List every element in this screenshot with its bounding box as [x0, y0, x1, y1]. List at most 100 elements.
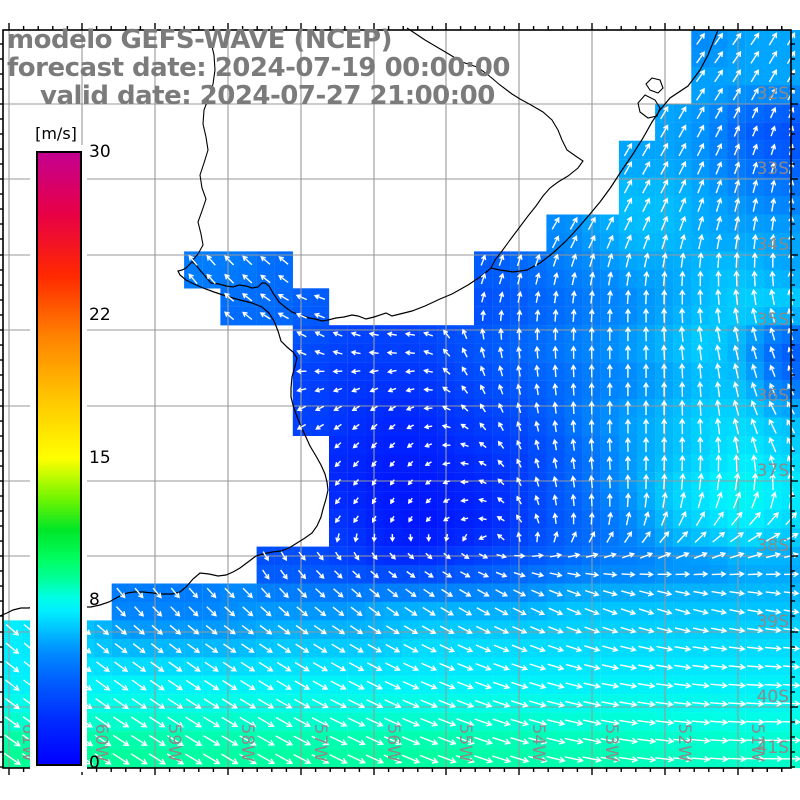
wind-arrow [768, 32, 778, 46]
wind-arrow [534, 494, 540, 506]
wind-arrow [478, 535, 487, 541]
wind-arrow [334, 515, 341, 524]
wind-arrow [529, 700, 547, 708]
wind-arrow [606, 382, 613, 396]
wind-arrow [750, 68, 759, 83]
wind-arrow [711, 551, 727, 559]
wind-arrow [437, 754, 457, 764]
wind-arrow [607, 289, 614, 304]
wind-arrow [733, 161, 741, 175]
wind-arrow [623, 142, 633, 157]
latitude-label: 39S [757, 612, 789, 632]
wind-arrow [456, 736, 475, 746]
wind-arrow [732, 50, 742, 64]
wind-arrow [732, 32, 742, 46]
wind-arrow [588, 345, 595, 360]
wind-arrow [553, 531, 559, 543]
wind-arrow [747, 571, 764, 578]
wind-arrow [564, 737, 584, 745]
wind-arrow [621, 590, 636, 597]
wind-arrow [734, 215, 741, 231]
wind-arrow [715, 143, 723, 156]
wind-arrow [606, 418, 613, 434]
wind-arrow [474, 755, 494, 764]
wind-arrow [770, 215, 777, 231]
wind-arrow [714, 106, 723, 119]
wind-arrow [587, 216, 596, 231]
wind-arrow [732, 307, 740, 324]
wind-arrow [624, 308, 631, 323]
wind-arrow [478, 553, 489, 559]
wind-arrow [732, 344, 739, 360]
wind-arrow [510, 718, 530, 727]
wind-arrow [624, 326, 631, 342]
wind-arrow [132, 661, 147, 672]
wind-arrow [405, 387, 415, 393]
wind-arrow [733, 288, 740, 306]
wind-arrow [259, 624, 273, 635]
wind-arrow [204, 643, 219, 654]
wind-arrow [588, 437, 595, 452]
longitude-label: 52W [674, 724, 694, 763]
wind-arrow [606, 234, 614, 249]
wind-arrow [619, 719, 638, 726]
wind-arrow [728, 645, 746, 652]
wind-arrow [314, 368, 325, 375]
wind-arrow [661, 252, 668, 268]
wind-arrow [600, 737, 621, 745]
wind-arrow [697, 197, 705, 213]
wind-arrow [552, 457, 558, 469]
wind-arrow [459, 588, 472, 597]
wind-arrow [492, 736, 512, 745]
wind-arrow [714, 362, 722, 379]
longitude-label: 57W [310, 724, 330, 763]
longitude-label: 53W [601, 724, 621, 763]
wind-arrow [388, 423, 396, 430]
wind-arrow [419, 754, 439, 764]
wind-arrow [402, 680, 420, 690]
wind-arrow [570, 419, 577, 433]
wind-arrow [479, 403, 486, 413]
wind-arrow [661, 436, 668, 453]
wind-arrow [729, 571, 745, 578]
wind-arrow [516, 383, 522, 395]
wind-arrow [293, 753, 312, 764]
wind-arrow [516, 495, 522, 505]
wind-arrow [624, 344, 631, 360]
wind-arrow [295, 294, 308, 301]
wind-arrow [443, 516, 450, 522]
wind-arrow [498, 327, 504, 340]
wind-arrow [516, 476, 522, 487]
wind-arrow [334, 570, 343, 579]
wind-arrow [582, 737, 602, 745]
wind-arrow [551, 235, 560, 249]
wind-arrow [131, 698, 148, 709]
wind-arrow [277, 624, 291, 635]
wind-arrow [535, 272, 541, 285]
wind-arrow [769, 106, 777, 119]
wind-arrow [584, 626, 601, 634]
wind-arrow [94, 716, 112, 728]
wind-arrow [441, 461, 451, 467]
wind-arrow [166, 734, 184, 746]
wind-arrow [751, 106, 759, 119]
wind-arrow [332, 606, 345, 617]
wind-arrow [655, 737, 675, 745]
wind-arrow [369, 405, 378, 412]
wind-arrow [312, 680, 329, 690]
lagoon-shore [406, 27, 584, 269]
wind-arrow [257, 753, 276, 765]
wind-arrow [296, 368, 307, 375]
wind-arrow [492, 755, 512, 764]
wind-arrow [114, 661, 129, 673]
wind-arrow [423, 387, 433, 393]
wind-arrow [532, 552, 544, 559]
wind-arrow [389, 552, 396, 560]
wind-arrow [401, 754, 421, 764]
wind-arrow [330, 698, 347, 709]
wind-arrow [313, 312, 325, 319]
wind-arrow [511, 663, 529, 671]
wind-arrow [710, 627, 728, 634]
wind-arrow [570, 326, 577, 341]
